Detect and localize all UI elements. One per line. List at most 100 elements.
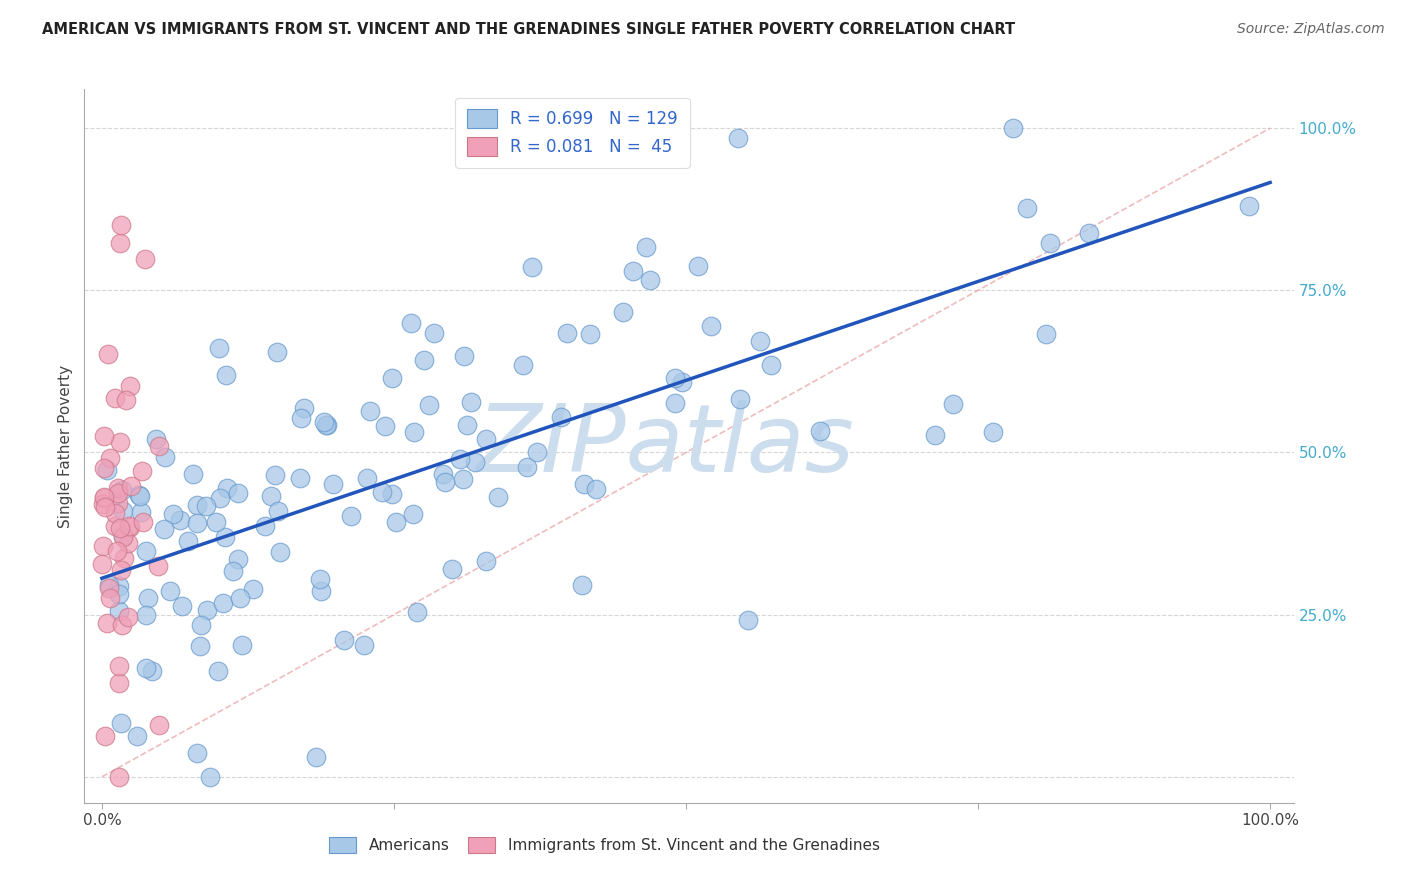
Point: [385, 515, 408, 529]
Point: [402, 508, 425, 522]
Point: [120, 479, 142, 493]
Point: [108, 435, 131, 450]
Point: [186, 516, 208, 530]
Point: [107, 496, 129, 510]
Point: [162, 507, 184, 521]
Point: [118, 378, 141, 392]
Point: [981, 425, 1004, 439]
Point: [451, 472, 474, 486]
Point: [207, 665, 229, 679]
Point: [129, 505, 152, 519]
Point: [305, 750, 328, 764]
Point: [1039, 236, 1062, 251]
Point: [94, 729, 117, 743]
Point: [155, 450, 177, 464]
Point: [253, 519, 276, 533]
Point: [194, 499, 217, 513]
Point: [120, 520, 142, 534]
Point: [924, 427, 946, 442]
Point: [290, 411, 312, 425]
Point: [91, 557, 114, 571]
Point: [808, 424, 831, 438]
Point: [112, 529, 135, 543]
Point: [612, 305, 634, 319]
Point: [728, 392, 751, 406]
Point: [111, 530, 134, 544]
Point: [942, 396, 965, 410]
Point: [132, 515, 155, 529]
Point: [110, 521, 132, 535]
Point: [110, 563, 132, 577]
Point: [737, 613, 759, 627]
Point: [181, 467, 204, 482]
Point: [727, 131, 749, 145]
Point: [226, 551, 249, 566]
Point: [526, 445, 548, 459]
Point: [135, 661, 157, 675]
Point: [93, 491, 115, 505]
Point: [322, 477, 344, 491]
Point: [153, 522, 176, 536]
Point: [208, 341, 231, 355]
Point: [572, 477, 595, 491]
Point: [486, 491, 509, 505]
Point: [406, 605, 429, 619]
Point: [111, 483, 134, 497]
Point: [93, 428, 115, 442]
Point: [170, 599, 193, 614]
Point: [1015, 201, 1038, 215]
Point: [356, 471, 378, 485]
Point: [105, 544, 128, 558]
Point: [1001, 121, 1024, 136]
Point: [474, 554, 496, 568]
Point: [404, 425, 426, 440]
Point: [578, 326, 600, 341]
Point: [340, 508, 363, 523]
Point: [399, 316, 422, 330]
Point: [671, 376, 693, 390]
Point: [108, 236, 131, 251]
Point: [359, 404, 381, 418]
Point: [177, 534, 200, 549]
Point: [371, 485, 394, 500]
Point: [98, 577, 121, 591]
Point: [441, 562, 464, 576]
Point: [208, 491, 231, 505]
Point: [686, 259, 709, 273]
Point: [292, 401, 315, 416]
Point: [145, 432, 167, 446]
Point: [308, 572, 330, 586]
Point: [195, 602, 218, 616]
Point: [373, 419, 395, 434]
Point: [260, 490, 283, 504]
Point: [571, 578, 593, 592]
Point: [135, 607, 157, 622]
Point: [96, 616, 118, 631]
Point: [111, 617, 134, 632]
Point: [141, 664, 163, 678]
Point: [111, 504, 134, 518]
Point: [242, 582, 264, 596]
Point: [267, 504, 290, 518]
Point: [664, 371, 686, 385]
Point: [146, 558, 169, 573]
Point: [449, 452, 471, 467]
Point: [97, 347, 120, 361]
Point: [107, 604, 129, 618]
Text: ZIPatlas: ZIPatlas: [475, 401, 853, 491]
Point: [222, 565, 245, 579]
Point: [456, 418, 478, 433]
Point: [1239, 199, 1261, 213]
Point: [316, 417, 339, 432]
Point: [229, 591, 252, 606]
Point: [190, 617, 212, 632]
Point: [309, 584, 332, 599]
Point: [104, 391, 127, 405]
Text: AMERICAN VS IMMIGRANTS FROM ST. VINCENT AND THE GRENADINES SINGLE FATHER POVERTY: AMERICAN VS IMMIGRANTS FROM ST. VINCENT …: [42, 22, 1015, 37]
Point: [107, 486, 129, 500]
Point: [585, 482, 607, 496]
Point: [699, 319, 721, 334]
Point: [93, 490, 115, 504]
Point: [512, 358, 534, 372]
Point: [135, 543, 157, 558]
